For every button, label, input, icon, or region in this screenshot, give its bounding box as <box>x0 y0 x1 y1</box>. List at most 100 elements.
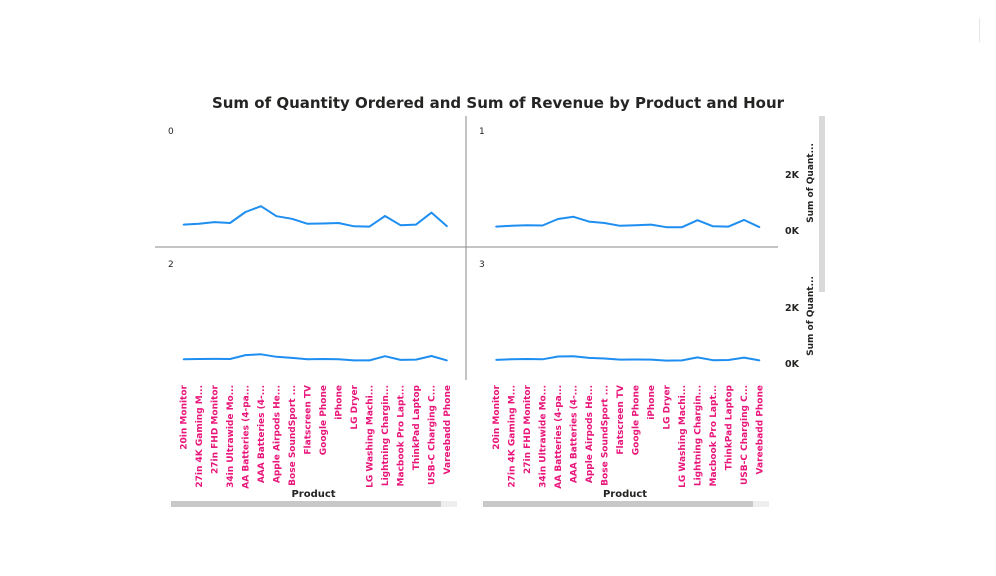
data-point <box>650 358 652 361</box>
data-point <box>446 225 448 228</box>
data-point <box>399 359 402 361</box>
x-category-label: AA Batteries (4-pa... <box>242 385 252 489</box>
x-category-label: USB-C Charging C... <box>428 385 438 485</box>
x-category-label: Lightning Chargin... <box>694 385 704 486</box>
y-axis-title: Sum of Quant... <box>806 143 816 223</box>
data-point <box>182 358 185 361</box>
data-point <box>322 358 324 360</box>
data-point <box>603 357 606 360</box>
chart-title: Sum of Quantity Ordered and Sum of Reven… <box>211 94 785 112</box>
x-axis-title: Product <box>291 489 335 500</box>
x-category-label: Flatscreen TV <box>304 385 314 455</box>
x-axis-title: Product <box>603 489 647 500</box>
x-category-label: ThinkPad Laptop <box>412 384 422 470</box>
data-point <box>526 224 528 226</box>
x-category-label: LG Washing Machi... <box>366 385 376 488</box>
x-category-label: Vareebadd Phone <box>756 385 766 474</box>
y-tick-label: 2K <box>785 303 800 314</box>
data-point <box>665 359 668 362</box>
data-point <box>275 356 278 358</box>
x-category-label: AA Batteries (4-pa... <box>554 385 564 489</box>
data-point <box>696 356 699 359</box>
data-point <box>743 219 745 221</box>
data-point <box>353 359 355 362</box>
data-point <box>306 358 309 361</box>
y-axis-title: Sum of Quant... <box>806 276 816 356</box>
x-category-label: USB-C Charging C... <box>740 385 750 485</box>
series-line-panel-3 <box>495 355 760 362</box>
data-point <box>182 223 185 226</box>
x-category-label: Bose SoundSport ... <box>288 385 298 486</box>
data-point <box>337 222 340 224</box>
x-category-label: ThinkPad Laptop <box>725 384 735 470</box>
x-category-label: 20in Monitor <box>492 384 502 449</box>
series-line-panel-2 <box>183 353 448 362</box>
x-category-label: iPhone <box>335 385 345 420</box>
data-point <box>510 358 513 361</box>
data-point <box>634 358 637 361</box>
data-point <box>260 353 262 356</box>
x-category-label: Bose SoundSport ... <box>601 385 611 486</box>
x-category-label: AAA Batteries (4-... <box>570 385 580 483</box>
x-category-label: 34in Ultrawide Mo... <box>539 385 549 488</box>
data-point <box>229 222 231 224</box>
data-point <box>213 358 216 360</box>
data-point <box>510 224 513 227</box>
data-point <box>758 226 761 228</box>
data-point <box>712 225 714 228</box>
data-point <box>244 211 247 213</box>
x-category-label: LG Washing Machi... <box>678 385 688 488</box>
x-category-label: Macbook Pro Lapt... <box>709 385 719 486</box>
data-point <box>495 225 497 228</box>
vertical-scrollbar <box>819 116 825 292</box>
data-point <box>727 225 730 228</box>
horizontal-scrollbar-thumb <box>483 501 753 507</box>
data-point <box>541 224 544 227</box>
x-category-label: 27in FHD Monitor <box>211 384 221 474</box>
x-category-label: Flatscreen TV <box>616 385 626 455</box>
x-category-label: 27in 4K Gaming M... <box>508 385 518 488</box>
data-point <box>696 219 699 221</box>
x-category-label: Macbook Pro Lapt... <box>397 385 407 486</box>
data-point <box>495 359 497 361</box>
x-category-label: Vareebadd Phone <box>443 385 453 474</box>
data-point <box>603 222 606 224</box>
data-point <box>712 359 714 361</box>
data-point <box>368 359 371 362</box>
data-point <box>681 226 683 228</box>
data-point <box>650 223 652 226</box>
data-point <box>758 359 761 362</box>
data-point <box>430 211 433 214</box>
data-point <box>727 359 730 361</box>
data-point <box>430 355 433 357</box>
data-point <box>384 355 386 358</box>
data-point <box>275 215 278 218</box>
x-category-label: Apple Airpods He... <box>585 385 595 483</box>
data-point <box>291 217 293 220</box>
data-point <box>306 223 309 225</box>
data-point <box>337 358 340 361</box>
x-category-label: 27in 4K Gaming M... <box>195 385 205 488</box>
panel-label: 0 <box>168 127 174 137</box>
x-category-label: 20in Monitor <box>180 384 190 449</box>
data-point <box>322 222 324 225</box>
data-point <box>681 359 683 362</box>
y-tick-label: 2K <box>785 170 800 181</box>
window-edge-divider <box>979 18 980 42</box>
data-point <box>588 220 590 223</box>
data-point <box>213 221 216 223</box>
data-point <box>368 225 371 228</box>
x-category-label: Lightning Chargin... <box>381 385 391 486</box>
data-point <box>415 223 417 226</box>
data-point <box>353 225 355 228</box>
data-point <box>588 357 590 359</box>
data-point <box>572 355 575 358</box>
data-point <box>743 356 745 359</box>
series-line-panel-1 <box>495 215 760 229</box>
data-point <box>198 223 200 225</box>
data-point <box>446 359 448 362</box>
panel-label: 1 <box>479 127 485 137</box>
y-tick-label: 0K <box>785 226 800 237</box>
data-point <box>619 224 621 227</box>
